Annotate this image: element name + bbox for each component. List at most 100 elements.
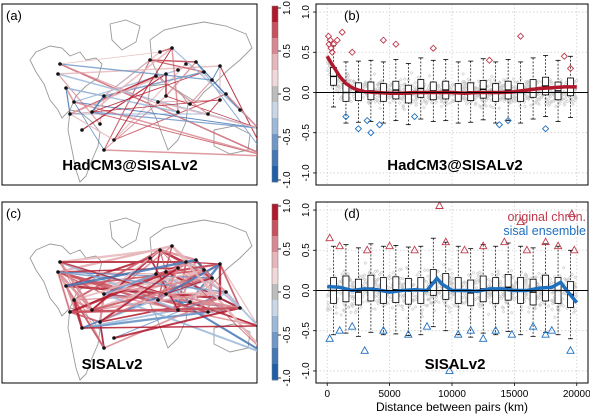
cloud-point bbox=[479, 105, 484, 110]
cloud-point bbox=[429, 295, 434, 300]
outlier-triangle bbox=[410, 245, 419, 254]
cloud-point bbox=[360, 295, 365, 299]
cloud-point bbox=[552, 274, 557, 279]
cloud-point bbox=[386, 275, 391, 279]
landmass-outline bbox=[109, 217, 141, 249]
cloud-point bbox=[432, 308, 437, 313]
cloud-point bbox=[548, 277, 553, 281]
cloud-point bbox=[574, 78, 579, 83]
cloud-point bbox=[420, 307, 425, 312]
cloud-point bbox=[450, 293, 455, 297]
y-tick-label: 0.0 bbox=[301, 283, 312, 297]
cloud-point bbox=[500, 96, 505, 101]
site-marker bbox=[210, 78, 214, 82]
site-marker bbox=[90, 110, 94, 114]
cloud-point bbox=[359, 305, 363, 310]
cloud-point bbox=[424, 279, 429, 284]
colorbar-swatch bbox=[272, 54, 278, 71]
cloud-point bbox=[546, 97, 551, 101]
cloud-point bbox=[422, 105, 426, 110]
outlier-triangle bbox=[453, 329, 463, 338]
cloud-point bbox=[350, 304, 355, 309]
site-marker bbox=[184, 260, 188, 264]
site-marker bbox=[148, 256, 152, 260]
cloud-point bbox=[486, 284, 491, 288]
outlier-diamond bbox=[338, 28, 346, 36]
cloud-point bbox=[426, 274, 430, 279]
site-marker bbox=[72, 100, 76, 104]
cloud-point bbox=[573, 308, 578, 313]
cloud-point bbox=[388, 88, 393, 93]
cloud-point bbox=[449, 85, 454, 89]
cloud-point bbox=[477, 104, 482, 108]
x-tick-label: 5000 bbox=[378, 389, 401, 400]
outlier-diamond bbox=[333, 36, 341, 44]
colorbar-c: 1.0 0.5 0.0 -0.5 -1.0 bbox=[271, 199, 293, 387]
cloud-point bbox=[325, 68, 330, 73]
cloud-point bbox=[422, 268, 427, 273]
cloud-point bbox=[532, 101, 537, 105]
cloud-point bbox=[462, 301, 467, 305]
cloud-point bbox=[425, 268, 430, 273]
cloud-point bbox=[399, 304, 404, 308]
correlation-link bbox=[207, 99, 221, 115]
outlier-triangle bbox=[567, 209, 577, 218]
correlation-link bbox=[159, 248, 197, 262]
cloud-point bbox=[411, 298, 416, 303]
cloud-point bbox=[548, 94, 553, 99]
cloud-point bbox=[335, 86, 339, 91]
site-marker bbox=[188, 300, 192, 304]
cloud-point bbox=[334, 305, 339, 310]
outlier-diamond bbox=[495, 121, 504, 129]
cloud-point bbox=[388, 95, 393, 99]
cloud-point bbox=[561, 265, 566, 270]
cloud-point bbox=[361, 95, 366, 100]
colorbar-tick-label: 0.0 bbox=[282, 285, 293, 299]
cloud-point bbox=[500, 305, 505, 309]
outlier-diamond bbox=[348, 48, 356, 56]
correlation-link bbox=[91, 95, 105, 113]
site-marker bbox=[264, 154, 268, 158]
site-marker bbox=[156, 100, 160, 104]
colorbar-swatch bbox=[272, 300, 278, 317]
legend-original: original chron. bbox=[507, 210, 586, 224]
cloud-point bbox=[349, 294, 354, 299]
cloud-point bbox=[375, 98, 380, 102]
cloud-point bbox=[414, 294, 418, 299]
cloud-point bbox=[499, 296, 504, 301]
outlier-diamond bbox=[326, 36, 334, 44]
cloud-point bbox=[443, 99, 448, 104]
site-marker bbox=[154, 74, 158, 78]
colorbar-tick-label: -0.5 bbox=[282, 326, 293, 344]
cloud-point bbox=[374, 299, 379, 303]
cloud-point bbox=[499, 96, 503, 101]
cloud-point bbox=[513, 85, 518, 89]
cloud-point bbox=[426, 297, 430, 302]
y-tick-label: 0.5 bbox=[301, 45, 312, 59]
cloud-point bbox=[551, 290, 555, 295]
panel-d-letter: (d) bbox=[344, 206, 360, 221]
colorbar-swatch bbox=[272, 348, 278, 365]
site-marker bbox=[170, 244, 174, 248]
cloud-point bbox=[346, 305, 351, 309]
correlation-link bbox=[65, 285, 75, 301]
colorbar-swatch bbox=[272, 204, 278, 221]
site-marker bbox=[58, 62, 62, 66]
correlation-link bbox=[103, 293, 257, 352]
panel-c-caption: SISALv2 bbox=[82, 356, 143, 373]
cloud-point bbox=[330, 85, 335, 90]
cloud-point bbox=[498, 81, 502, 85]
site-marker bbox=[256, 126, 257, 130]
cloud-point bbox=[332, 273, 337, 278]
cloud-point bbox=[343, 303, 347, 308]
colorbar-swatch bbox=[272, 364, 278, 381]
correlation-links bbox=[57, 47, 257, 157]
cloud-point bbox=[550, 99, 554, 104]
site-marker bbox=[238, 306, 242, 310]
cloud-point bbox=[524, 292, 528, 296]
cloud-point bbox=[325, 307, 330, 312]
cloud-point bbox=[398, 77, 403, 82]
outlier-triangle bbox=[335, 241, 345, 250]
cloud-point bbox=[433, 299, 437, 304]
